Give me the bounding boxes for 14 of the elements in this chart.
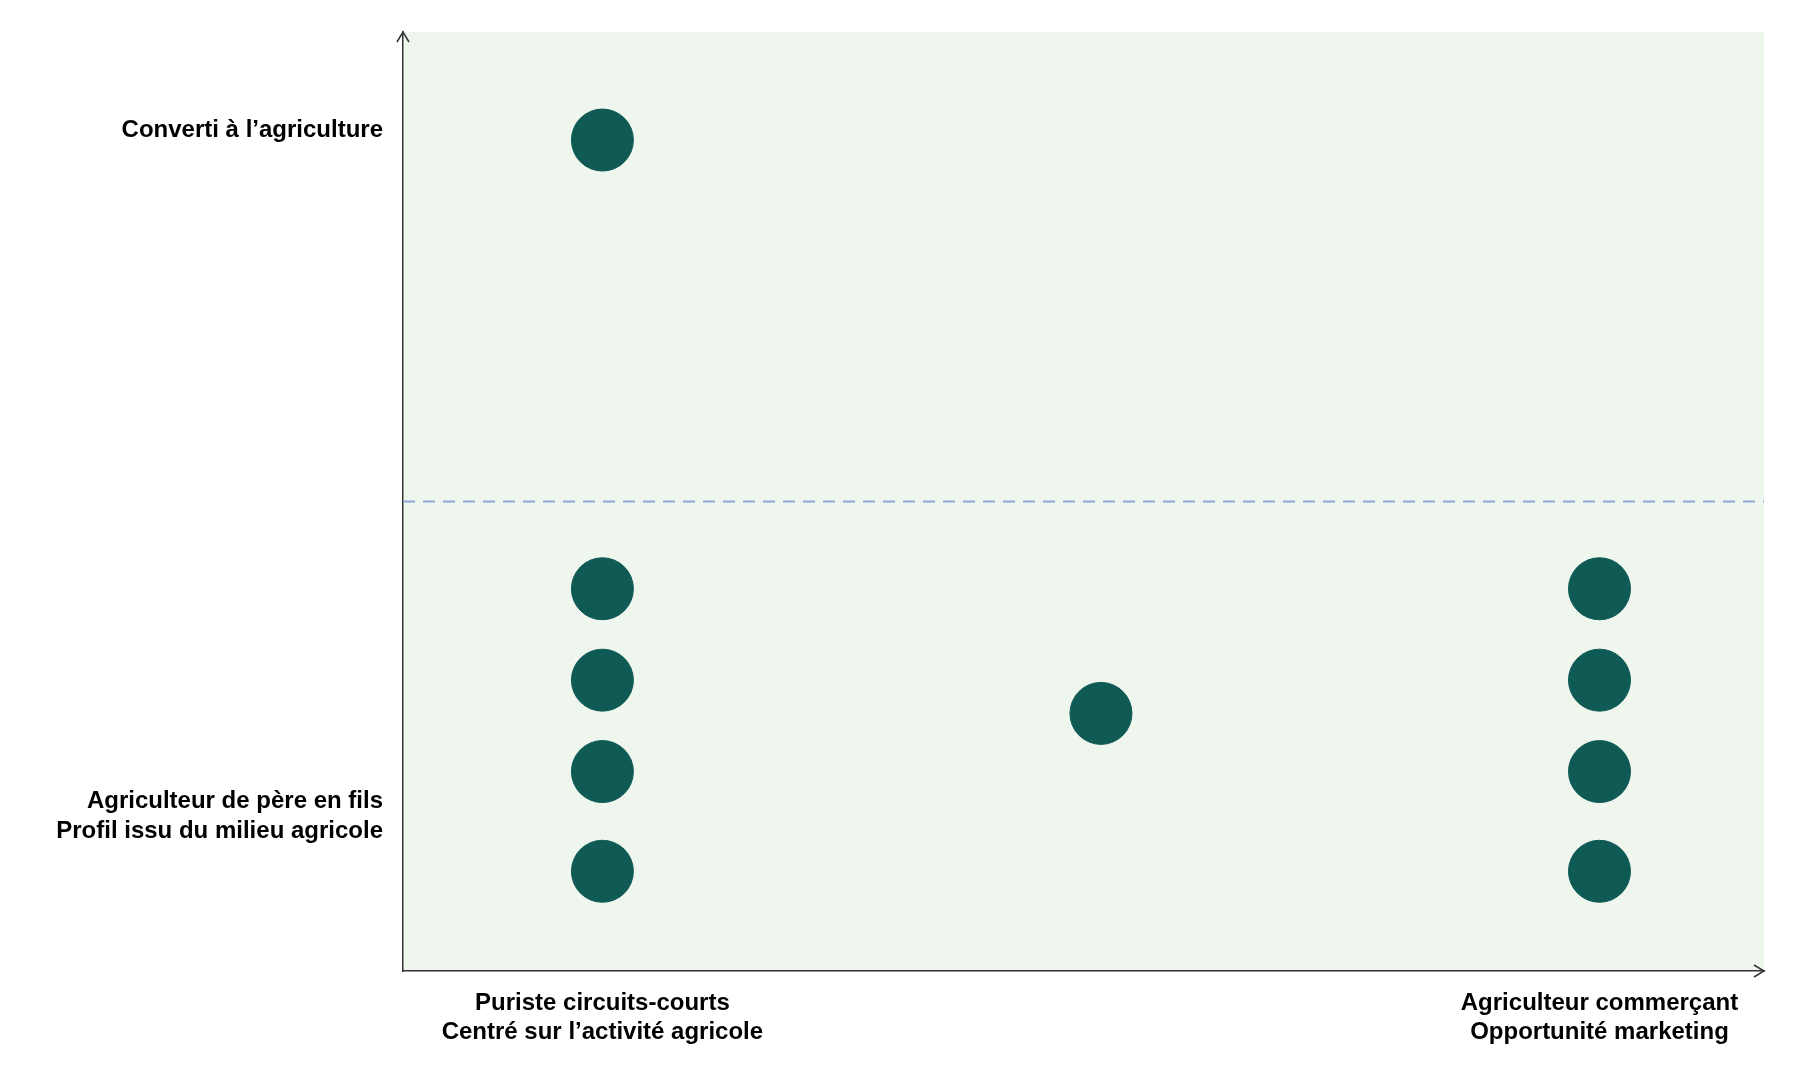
text: Agriculteur de père en fils Profil issu du milieu agricole	[56, 785, 383, 843]
point	[570, 557, 634, 621]
point	[1567, 839, 1631, 903]
point	[1069, 681, 1133, 745]
point	[570, 839, 634, 903]
point	[1567, 557, 1631, 621]
point	[570, 648, 634, 712]
x-tick-label: Agriculteur commerçant Opportunité marketing	[1460, 988, 1739, 1044]
point	[1567, 648, 1631, 712]
point	[570, 108, 634, 172]
text: Converti à l’agriculture	[121, 115, 383, 143]
point	[1567, 740, 1631, 804]
point	[570, 740, 634, 804]
x-tick-label: Puriste circuits-courts Centré sur l’activité agricole	[441, 988, 764, 1044]
